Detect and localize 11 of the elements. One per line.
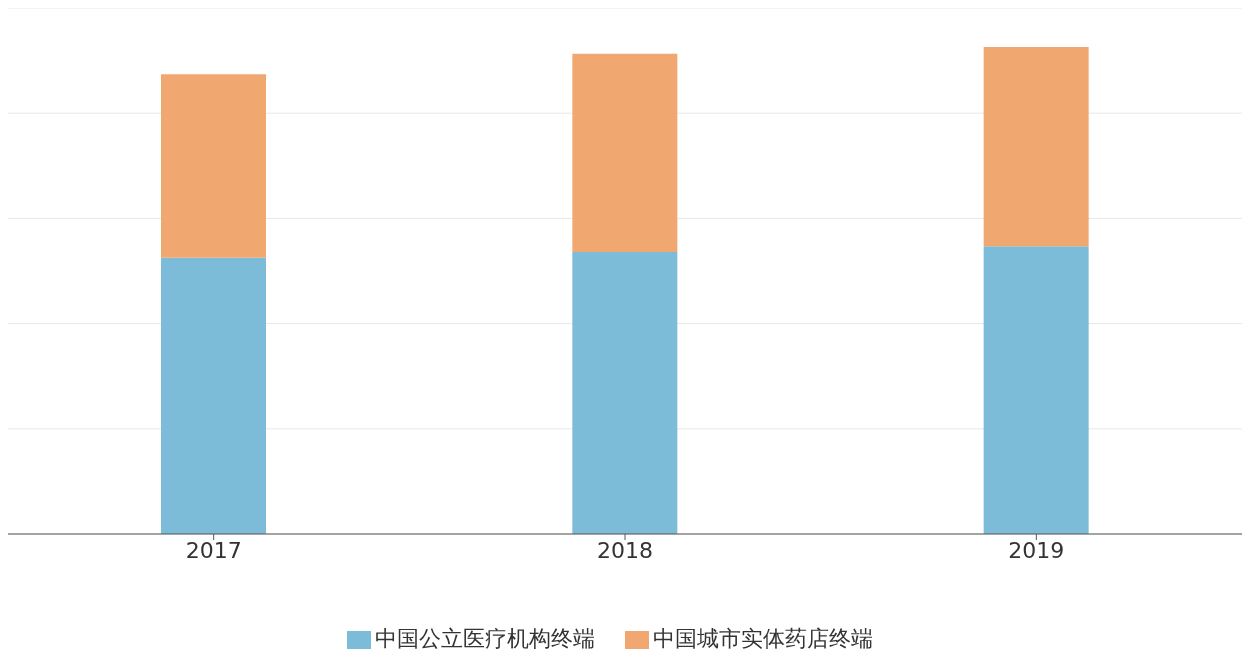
bar	[161, 74, 266, 258]
legend-label: 中国城市实体药店终端	[653, 626, 873, 651]
legend-label: 中国公立医疗机构终端	[375, 626, 595, 651]
x-tick-label: 2019	[1008, 537, 1065, 563]
bar	[572, 252, 678, 534]
x-tick-label: 2017	[185, 537, 242, 563]
bar	[161, 257, 266, 534]
bar	[983, 46, 1089, 247]
bar	[983, 246, 1089, 534]
bar	[572, 53, 678, 253]
x-tick-label: 2018	[597, 537, 653, 563]
